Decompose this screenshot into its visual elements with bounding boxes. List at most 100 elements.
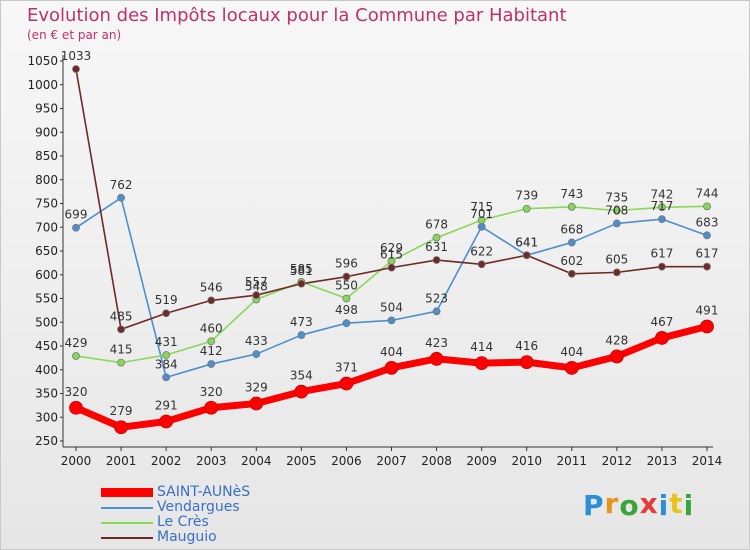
- data-label: 602: [560, 254, 583, 268]
- chart-subtitle: (en € et par an): [27, 28, 122, 42]
- data-label: 668: [560, 222, 583, 236]
- data-label: 498: [335, 303, 358, 317]
- data-point: [252, 350, 261, 358]
- y-tick-label: 450: [35, 339, 58, 353]
- data-label: 473: [290, 315, 313, 329]
- data-label: 548: [245, 279, 268, 293]
- data-point: [339, 376, 354, 391]
- data-point: [612, 206, 621, 215]
- data-label: 550: [335, 279, 358, 293]
- y-tick-label: 1000: [27, 78, 58, 92]
- y-tick-label: 1050: [27, 54, 58, 68]
- data-label: 581: [290, 264, 313, 278]
- data-point: [384, 360, 399, 375]
- data-label: 617: [650, 247, 673, 261]
- data-label: 460: [200, 321, 223, 335]
- data-label: 412: [200, 344, 223, 358]
- y-tick-label: 950: [35, 102, 58, 116]
- data-point: [429, 351, 444, 366]
- data-label: 701: [470, 207, 493, 221]
- x-tick-label: 2007: [376, 454, 407, 468]
- data-label: 491: [696, 304, 719, 318]
- data-label: 404: [380, 345, 403, 359]
- data-point: [432, 256, 441, 264]
- data-label: 414: [470, 340, 493, 354]
- data-label: 423: [425, 336, 448, 350]
- data-point: [252, 291, 261, 300]
- data-label: 416: [515, 339, 538, 353]
- data-label: 585: [290, 262, 313, 276]
- data-point: [519, 355, 534, 370]
- data-label: 683: [696, 215, 719, 229]
- data-label: 279: [110, 404, 133, 418]
- x-tick-label: 2005: [286, 454, 317, 468]
- data-label: 699: [65, 208, 88, 222]
- data-label: 504: [380, 300, 403, 314]
- data-label: 708: [605, 203, 628, 217]
- legend: SAINT-AUNèS Vendargues Le Crès Mauguio: [101, 485, 250, 545]
- data-point: [162, 373, 171, 382]
- data-point: [564, 360, 579, 375]
- x-tick-label: 2004: [241, 454, 272, 468]
- y-tick-label: 800: [35, 173, 58, 187]
- x-tick-label: 2003: [196, 454, 227, 468]
- data-point: [117, 325, 125, 334]
- y-tick-label: 350: [35, 387, 58, 401]
- y-tick-label: 900: [35, 125, 58, 139]
- data-point: [297, 331, 306, 339]
- data-label: 641: [515, 235, 538, 249]
- proxiti-logo: Proxiti: [583, 487, 695, 522]
- x-tick-label: 2009: [466, 454, 497, 468]
- x-tick-label: 2000: [61, 454, 92, 468]
- data-point: [474, 356, 489, 371]
- data-label: 404: [560, 345, 583, 359]
- chart-title: Evolution des Impôts locaux pour la Comm…: [27, 5, 567, 26]
- data-point: [114, 420, 128, 435]
- data-label: 678: [425, 218, 448, 232]
- data-point: [162, 351, 171, 359]
- y-tick-label: 250: [35, 434, 58, 448]
- data-point: [522, 251, 531, 260]
- legend-swatch: [101, 488, 153, 497]
- legend-label: Vendargues: [157, 499, 240, 515]
- data-point: [567, 269, 576, 278]
- data-point: [477, 216, 486, 225]
- data-point: [522, 204, 531, 213]
- data-label: 641: [515, 235, 538, 249]
- data-point: [294, 384, 309, 399]
- x-tick-label: 2014: [692, 454, 723, 468]
- data-label: 415: [110, 343, 133, 357]
- x-tick-label: 2002: [151, 454, 182, 468]
- y-tick-label: 550: [35, 292, 58, 306]
- data-label: 429: [65, 336, 88, 350]
- data-label: 291: [155, 399, 178, 413]
- data-point: [567, 238, 576, 247]
- y-tick-label: 500: [35, 315, 58, 329]
- axes: 250 300 350 400 450 500 550 600 650 700 750 800 850 9…: [27, 54, 722, 468]
- data-label: 743: [560, 187, 583, 201]
- y-tick-label: 600: [35, 268, 58, 282]
- data-point: [342, 294, 351, 303]
- data-label: 519: [155, 293, 178, 307]
- legend-label: Le Crès: [157, 514, 209, 530]
- data-label: 354: [290, 369, 313, 383]
- series-points: [69, 65, 714, 435]
- data-point: [655, 331, 669, 345]
- data-label: 329: [245, 380, 268, 394]
- data-point: [72, 223, 80, 232]
- y-tick-label: 750: [35, 197, 58, 211]
- data-label: 557: [245, 275, 268, 289]
- data-label: 735: [605, 191, 628, 205]
- legend-label: Mauguio: [157, 529, 217, 545]
- data-point: [612, 219, 621, 228]
- legend-item: Le Crès: [101, 515, 250, 530]
- x-tick-label: 2008: [421, 454, 452, 468]
- y-tick-label: 400: [35, 363, 58, 377]
- data-label: 717: [650, 199, 673, 213]
- data-label: 629: [380, 241, 403, 255]
- data-point: [567, 202, 576, 211]
- data-point: [342, 272, 351, 281]
